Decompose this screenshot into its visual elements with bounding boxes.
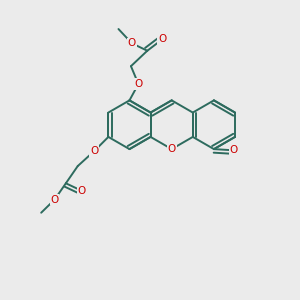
Text: O: O [158,34,166,44]
Text: O: O [134,79,142,89]
Text: O: O [77,186,86,196]
Text: O: O [168,144,176,154]
Text: O: O [230,145,238,155]
Text: O: O [90,146,98,156]
Text: O: O [128,38,136,48]
Text: O: O [50,195,59,205]
